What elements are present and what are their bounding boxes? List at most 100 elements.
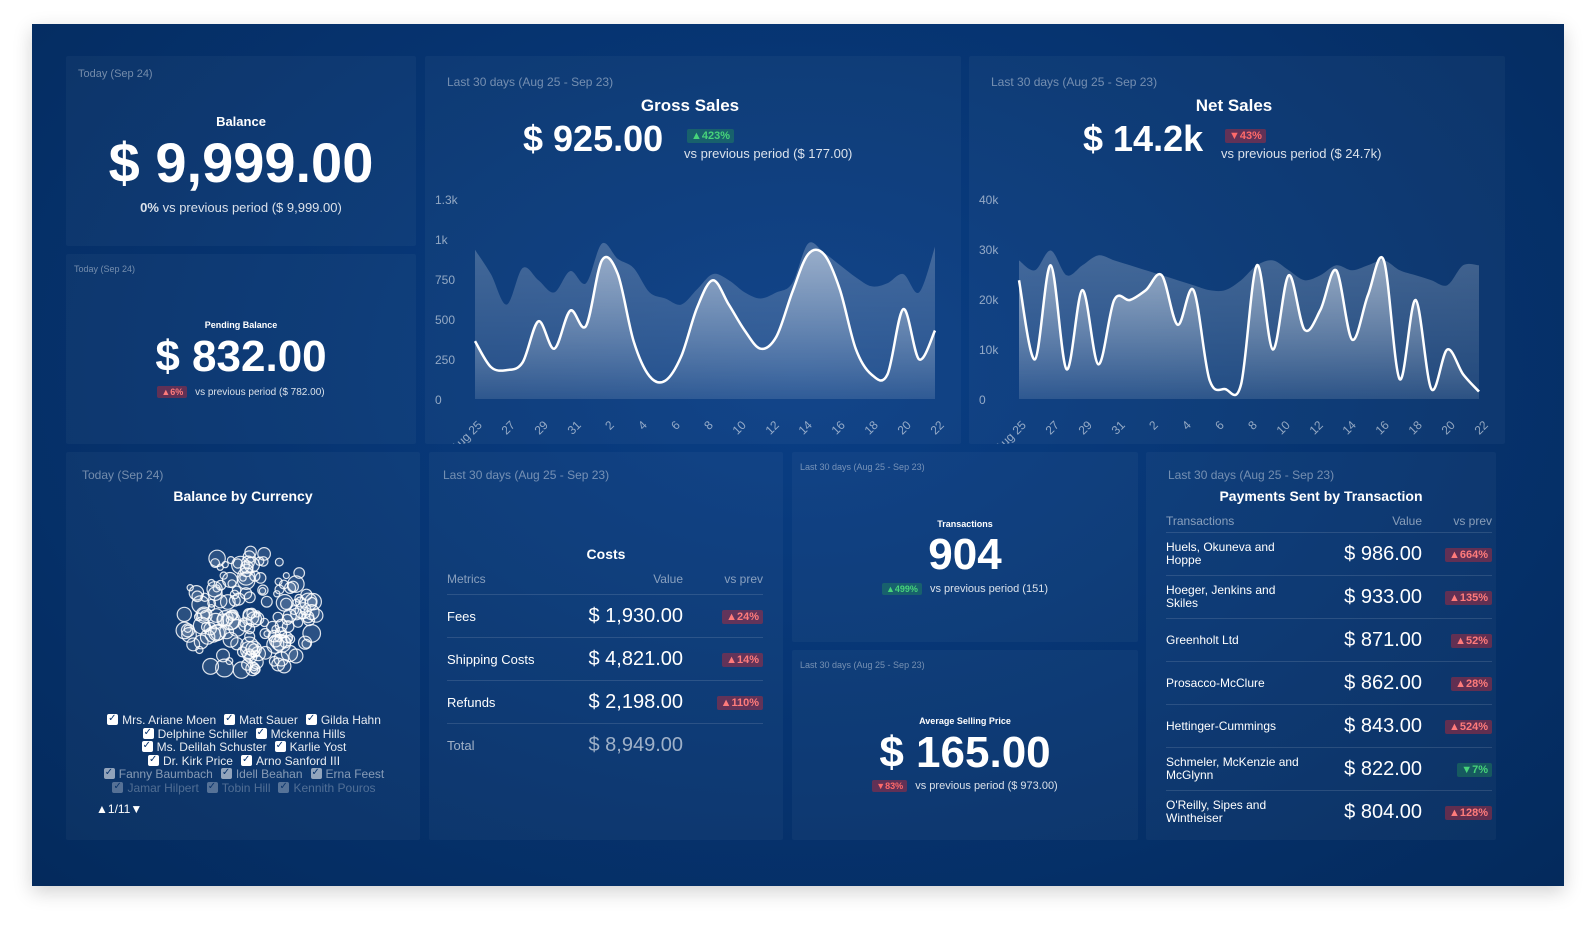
checkbox-icon[interactable] bbox=[141, 739, 153, 753]
legend-item[interactable]: Gilda Hahn bbox=[305, 714, 381, 728]
currency-bubble[interactable] bbox=[213, 594, 228, 609]
legend-label: Mrs. Ariane Moen bbox=[122, 714, 217, 727]
currency-bubble[interactable] bbox=[200, 609, 210, 620]
currency-bubble[interactable] bbox=[176, 606, 192, 623]
x-tick-label: 12 bbox=[762, 418, 782, 438]
currency-bubble[interactable] bbox=[183, 624, 192, 634]
currency-bubble[interactable] bbox=[207, 612, 224, 630]
currency-bubble[interactable] bbox=[196, 607, 211, 622]
checkbox-icon[interactable] bbox=[224, 714, 236, 726]
currency-bubble[interactable] bbox=[259, 627, 271, 640]
currency-bubble[interactable] bbox=[239, 640, 259, 660]
legend-item[interactable]: Fanny Baumbach bbox=[103, 766, 213, 782]
balance-change: 0% bbox=[140, 200, 159, 215]
legend-item[interactable]: Kennith Pouros bbox=[278, 780, 376, 796]
costs-header-row: Metrics Value vs prev bbox=[447, 572, 763, 595]
y-tick-label: 0 bbox=[979, 393, 986, 407]
payment-name: Schmeler, McKenzie and McGlynn bbox=[1166, 747, 1316, 791]
currency-bubble[interactable] bbox=[219, 594, 236, 610]
currency-bubble[interactable] bbox=[188, 584, 205, 601]
legend-item[interactable]: Matt Sauer bbox=[224, 714, 298, 728]
checkbox-icon[interactable] bbox=[255, 726, 267, 739]
currency-bubble[interactable] bbox=[307, 596, 318, 607]
currency-bubble[interactable] bbox=[202, 657, 220, 675]
currency-title: Balance by Currency bbox=[173, 488, 313, 504]
currency-bubble[interactable] bbox=[268, 655, 280, 667]
payments-col-value: Value bbox=[1392, 514, 1422, 528]
checkbox-icon[interactable] bbox=[112, 780, 124, 793]
currency-bubble[interactable] bbox=[308, 608, 324, 623]
currency-bubble[interactable] bbox=[244, 545, 257, 559]
currency-bubble[interactable] bbox=[246, 607, 258, 619]
payment-change: ▲524% bbox=[1444, 720, 1492, 734]
currency-bubble[interactable] bbox=[260, 595, 273, 608]
currency-bubble[interactable] bbox=[243, 591, 256, 604]
checkbox-icon[interactable] bbox=[274, 739, 286, 753]
currency-bubble[interactable] bbox=[207, 586, 223, 601]
currency-bubble[interactable] bbox=[245, 661, 260, 677]
currency-legend: Mrs. Ariane Moen Matt Sauer Gilda Hahn Delp… bbox=[86, 714, 402, 796]
currency-bubble[interactable] bbox=[221, 571, 238, 588]
legend-item[interactable]: Jamar Hilpert bbox=[112, 780, 199, 796]
cost-metric: Fees bbox=[447, 594, 587, 638]
checkbox-icon[interactable] bbox=[206, 780, 218, 793]
currency-bubble[interactable] bbox=[240, 636, 259, 655]
legend-item[interactable]: Delphine Schiller bbox=[142, 726, 248, 742]
currency-bubble[interactable] bbox=[254, 572, 267, 584]
currency-bubble[interactable] bbox=[222, 631, 239, 648]
checkbox-icon[interactable] bbox=[142, 726, 154, 739]
legend-item[interactable]: Idell Beahan bbox=[220, 766, 303, 782]
currency-bubble[interactable] bbox=[294, 593, 304, 603]
currency-bubble[interactable] bbox=[249, 654, 264, 670]
checkbox-icon[interactable] bbox=[147, 753, 159, 766]
legend-item[interactable]: Dr. Kirk Price bbox=[147, 753, 233, 769]
currency-bubble[interactable] bbox=[279, 597, 293, 611]
legend-prev-icon[interactable]: ▲ bbox=[96, 802, 108, 816]
currency-bubble[interactable] bbox=[287, 575, 305, 593]
x-tick-label: 16 bbox=[828, 418, 848, 438]
legend-item[interactable]: Ms. Delilah Schuster bbox=[141, 739, 267, 755]
currency-bubble[interactable] bbox=[231, 585, 242, 595]
currency-bubble[interactable] bbox=[215, 648, 230, 663]
costs-col-vsprev: vs prev bbox=[724, 572, 763, 586]
currency-bubble[interactable] bbox=[272, 611, 284, 623]
checkbox-icon[interactable] bbox=[103, 766, 115, 780]
checkbox-icon[interactable] bbox=[278, 780, 290, 793]
currency-bubble[interactable] bbox=[243, 556, 261, 573]
checkbox-icon[interactable] bbox=[220, 766, 232, 780]
currency-bubble[interactable] bbox=[216, 563, 224, 571]
currency-bubble[interactable] bbox=[207, 578, 216, 587]
balance-period: Today (Sep 24) bbox=[78, 68, 153, 80]
currency-bubble[interactable] bbox=[282, 571, 290, 580]
legend-next-icon[interactable]: ▼ bbox=[130, 802, 143, 816]
currency-bubble[interactable] bbox=[301, 638, 312, 649]
currency-bubble[interactable] bbox=[268, 634, 283, 648]
currency-bubble[interactable] bbox=[239, 574, 247, 582]
legend-item[interactable]: Arno Sanford III bbox=[240, 753, 340, 769]
checkbox-icon[interactable] bbox=[310, 766, 322, 780]
legend-item[interactable]: Mrs. Ariane Moen bbox=[107, 714, 216, 728]
checkbox-icon[interactable] bbox=[240, 753, 252, 766]
legend-pagination[interactable]: ▲1/11▼ bbox=[96, 802, 142, 816]
currency-bubble[interactable] bbox=[285, 635, 293, 643]
legend-item[interactable]: Mckenna Hills bbox=[255, 726, 345, 742]
legend-item[interactable]: Tobin Hill bbox=[206, 780, 270, 796]
currency-bubble[interactable] bbox=[204, 626, 222, 643]
transactions-comparison: vs previous period (151) bbox=[929, 583, 1048, 595]
currency-bubble[interactable] bbox=[214, 658, 234, 678]
currency-bubble[interactable] bbox=[258, 586, 267, 595]
currency-bubble[interactable] bbox=[274, 577, 283, 586]
currency-bubble[interactable] bbox=[257, 584, 269, 596]
currency-bubble[interactable] bbox=[274, 584, 285, 595]
currency-bubble[interactable] bbox=[195, 645, 204, 655]
currency-bubble[interactable] bbox=[274, 557, 284, 567]
legend-item[interactable]: Karlie Yost bbox=[274, 739, 346, 755]
checkbox-icon[interactable] bbox=[107, 714, 119, 726]
legend-label: Gilda Hahn bbox=[320, 714, 381, 727]
currency-bubble[interactable] bbox=[186, 584, 194, 592]
x-tick-label: 2 bbox=[1146, 418, 1161, 433]
currency-bubble[interactable] bbox=[226, 556, 236, 565]
currency-bubble[interactable] bbox=[275, 593, 294, 612]
legend-item[interactable]: Erna Feest bbox=[310, 766, 384, 782]
checkbox-icon[interactable] bbox=[305, 714, 317, 726]
